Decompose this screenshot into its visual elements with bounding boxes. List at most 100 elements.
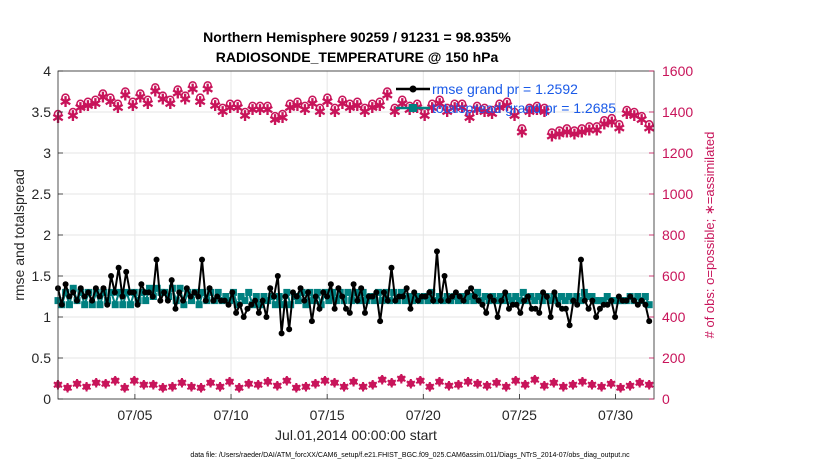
low-count-assimilated-point: ✱ [634,377,645,392]
assimilated-obs-point: ✱ [201,80,214,98]
y-left-axis-ticks: 0 0.5 1 1.5 2 2.5 3 3.5 4 [32,63,63,407]
assimilated-obs-point: ✱ [59,93,72,111]
low-count-assimilated-point: ✱ [215,381,226,396]
y-right-tick-label: 1600 [662,63,693,79]
possible-obs-point [525,103,534,113]
rmse-point [293,293,300,300]
rmse-point [494,314,501,320]
assimilated-obs-point: ✱ [164,95,177,113]
y-left-tick-label: 4 [43,63,51,79]
assimilated-obs-point: ✱ [179,91,192,109]
assimilated-obs-point: ✱ [478,103,491,121]
assimilated-obs-point: ✱ [643,119,656,137]
possible-obs-point [278,109,287,119]
rmse-point [456,293,463,300]
low-count-assimilated-point: ✱ [138,379,149,394]
low-count-obs-point [83,383,91,391]
low-count-assimilated-point: ✱ [91,377,102,392]
assimilated-obs-point: ✱ [291,97,304,115]
totalspread-point [634,293,642,300]
low-count-obs-point [559,383,567,391]
totalspread-point [573,293,581,300]
low-count-assimilated-point: ✱ [577,376,588,391]
rmse-point [229,289,236,296]
rmse-point [585,305,592,312]
assimilated-obs-point: ✱ [314,103,327,121]
possible-obs-point [540,103,549,113]
x-tick-label: 07/25 [502,407,537,423]
totalspread-point [401,297,409,305]
low-count-assimilated-point: ✱ [81,381,92,396]
rmse-point [524,293,531,300]
low-count-assimilated-point: ✱ [72,378,83,393]
totalspread-point [504,293,512,300]
assimilated-obs-point: ✱ [134,89,147,107]
possible-obs-point [502,97,512,106]
low-count-assimilated-point: ✱ [129,375,140,390]
assimilated-obs-point: ✱ [89,95,102,113]
possible-obs-point [98,89,108,98]
rmse-point [392,297,399,304]
possible-obs-point [166,95,175,104]
low-count-assimilated-point: ✱ [472,378,483,393]
assimilated-obs-point: ✱ [261,101,274,119]
totalspread-point [603,293,611,300]
x-tick-label: 07/20 [406,407,441,423]
rmse-point [384,297,391,304]
rmse-point [202,297,209,304]
totalspread-point [596,297,604,305]
rmse-point [452,289,459,296]
totalspread-point [279,301,287,309]
plot-area: ✱✱✱✱✱✱✱✱✱✱✱✱✱✱✱✱✱✱✱✱✱✱✱✱✱✱✱✱✱✱✱✱✱✱✱✱✱✱✱✱… [32,63,694,423]
assimilated-obs-point: ✱ [344,99,357,117]
possible-obs-point [91,95,100,104]
rmse-point [327,281,334,288]
legend-spread-label: totalspread grand pr = 1.2685 [432,100,616,116]
rmse-point [108,273,115,279]
low-count-obs-point [102,380,110,388]
y-right-tick-label: 1000 [662,186,693,202]
rmse-point [168,277,175,284]
rmse-point [111,289,118,296]
low-count-obs-point [617,384,625,392]
assimilated-obs-point: ✱ [186,80,199,98]
legend: rmse grand pr = 1.2592 totalspread grand… [396,81,616,116]
x-tick-label: 07/10 [214,407,249,423]
y-left-tick-label: 1.5 [32,268,52,284]
totalspread-point [599,297,607,305]
low-count-obs-point [197,384,205,392]
low-count-assimilated-point: ✱ [348,376,359,391]
rmse-point [85,289,92,296]
assimilated-obs-point: ✱ [426,99,439,117]
rmse-point [339,293,346,300]
rmse-point [483,309,490,316]
totalspread-point [592,297,600,305]
possible-obs-point [76,99,85,109]
rmse-point [358,285,365,292]
totalspread-point [199,288,207,296]
totalspread-point [557,293,565,300]
totalspread-point [527,293,535,300]
low-count-obs-point [636,379,644,387]
possible-obs-point [270,111,280,121]
totalspread-point [111,301,119,309]
rmse-point [407,305,414,312]
assimilated-obs-point: ✱ [194,93,207,111]
low-count-obs-point [416,377,424,385]
assimilated-obs-point: ✱ [127,97,140,115]
rmse-point [274,273,281,279]
low-count-assimilated-point: ✱ [253,379,264,394]
totalspread-point [153,284,161,292]
low-count-assimilated-point: ✱ [291,382,302,397]
assimilated-obs-point: ✱ [336,95,349,113]
possible-obs-point [375,97,385,106]
assimilated-obs-point: ✱ [463,109,476,127]
assimilated-obs-point: ✱ [67,107,80,125]
totalspread-point [481,293,489,300]
rmse-point [70,289,77,296]
y-right-axis-label: # of obs: o=possible; ∗=assimilated [702,132,717,339]
low-count-assimilated-point: ✱ [644,379,655,394]
rmse-point [596,305,603,312]
rmse-point [612,314,619,320]
